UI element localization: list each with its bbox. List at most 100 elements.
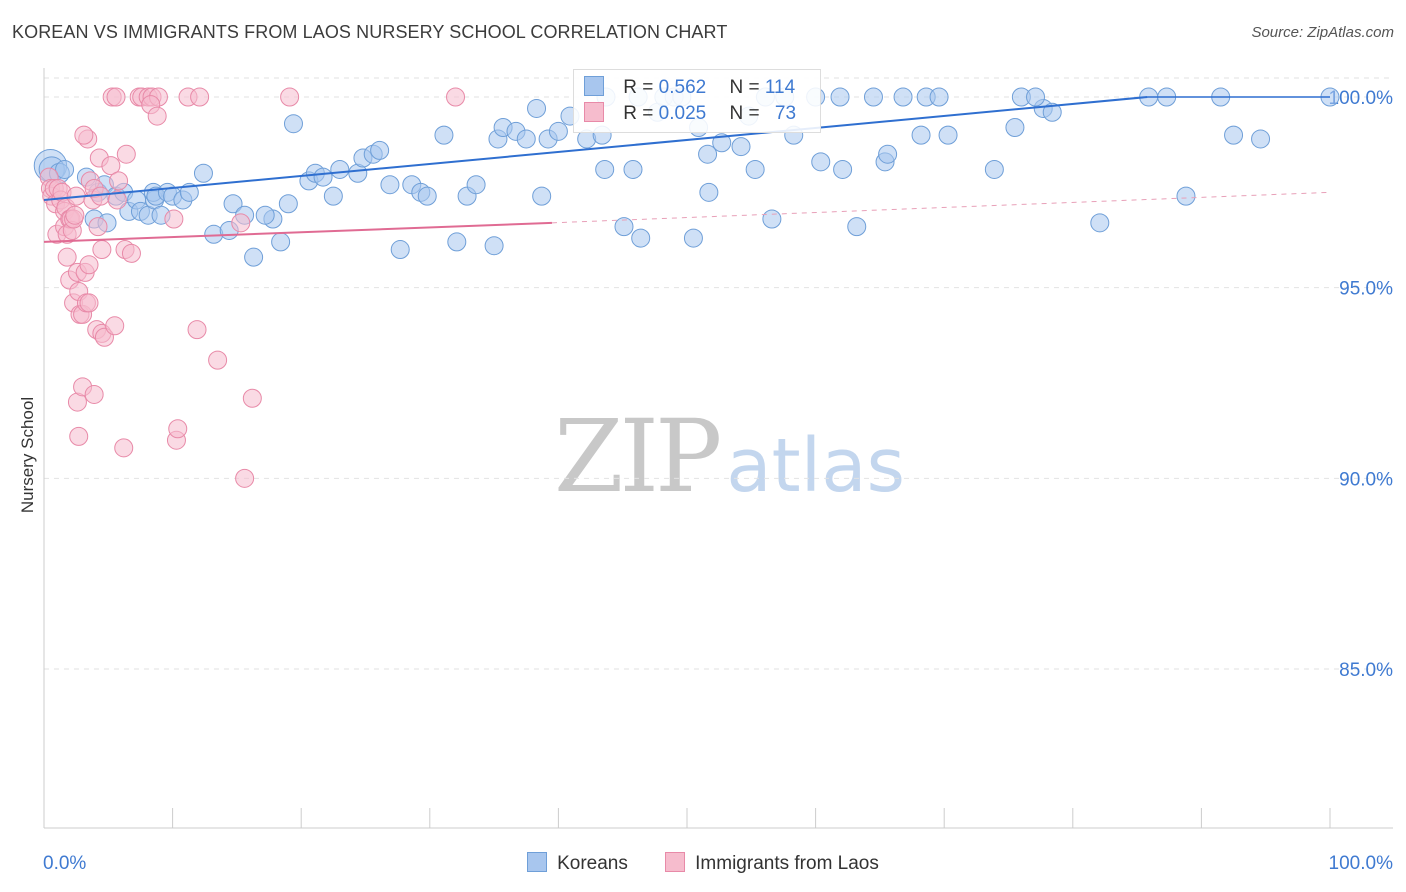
x-axis-max-label: 100.0% [1328, 853, 1393, 874]
korean-point [712, 133, 732, 153]
korean-point [278, 194, 298, 214]
korean-point [1042, 102, 1062, 122]
korean-point [244, 247, 264, 267]
y-tick-label: 90.0% [1339, 469, 1393, 490]
korean-point [878, 144, 898, 164]
korean-point [380, 175, 400, 195]
korean-point [984, 159, 1004, 179]
legend-label: Immigrants from Laos [695, 853, 879, 874]
legend: Koreans Immigrants from Laos [0, 852, 1406, 875]
stats-row-laos: R = 0.025 N = 73 [584, 102, 796, 128]
laos-trendline [43, 221, 553, 243]
laos-point [280, 87, 300, 107]
laos-point [114, 438, 134, 458]
n-value: 73 [774, 103, 797, 124]
korean-point [595, 159, 615, 179]
legend-swatch-koreans [527, 852, 548, 872]
laos-point [235, 468, 255, 488]
laos-point [84, 384, 104, 404]
korean-point [1005, 118, 1025, 138]
laos-point [57, 247, 77, 267]
laos-point [79, 293, 99, 313]
korean-point [699, 182, 719, 202]
laos-point [106, 87, 126, 107]
y-tick-label: 95.0% [1339, 279, 1393, 300]
laos-point [74, 125, 94, 145]
r-value: 0.025 [658, 103, 707, 124]
korean-point [830, 87, 850, 107]
laos-point [242, 388, 262, 408]
korean-point [833, 159, 853, 179]
korean-point [223, 194, 243, 214]
laos-point [92, 240, 112, 260]
korean-point [893, 87, 913, 107]
x-axis-min-label: 0.0% [43, 853, 87, 874]
laos-point [208, 350, 228, 370]
korean-point [623, 159, 643, 179]
korean-point [532, 186, 552, 206]
korean-point [929, 87, 949, 107]
legend-label: Koreans [557, 853, 628, 874]
stats-box: R = 0.562 N = 114 R = 0.025 N = 73 [573, 69, 821, 133]
korean-point [911, 125, 931, 145]
korean-point [330, 159, 350, 179]
korean-point [271, 232, 291, 252]
korean-point [698, 144, 718, 164]
n-label: N = [729, 103, 760, 124]
laos-point [164, 209, 184, 229]
laos-trendline-extension [551, 191, 1331, 224]
laos-point [109, 171, 129, 191]
korean-point [1026, 87, 1046, 107]
laos-point [231, 213, 251, 233]
korean-point [447, 232, 467, 252]
korean-point [313, 167, 333, 187]
korean-point [863, 87, 883, 107]
korean-point [370, 140, 390, 160]
laos-point [116, 144, 136, 164]
korean-point [683, 228, 703, 248]
korean-point [548, 121, 568, 141]
stats-swatch-laos [584, 102, 604, 122]
korean-point [255, 205, 275, 225]
laos-point [168, 419, 188, 439]
korean-point [527, 98, 547, 118]
korean-point [466, 175, 486, 195]
korean-point [938, 125, 958, 145]
laos-point [101, 156, 121, 176]
legend-item-laos[interactable]: Immigrants from Laos [665, 852, 879, 875]
korean-point [731, 137, 751, 157]
korean-point [745, 159, 765, 179]
korean-point [1176, 186, 1196, 206]
korean-point [179, 182, 199, 202]
laos-point [187, 320, 207, 340]
laos-point [88, 217, 108, 237]
korean-point [1224, 125, 1244, 145]
korean-point [55, 159, 75, 179]
laos-point [446, 87, 466, 107]
korean-point [1251, 129, 1271, 149]
laos-point [65, 205, 85, 225]
korean-point [323, 186, 343, 206]
korean-point [193, 163, 213, 183]
stats-swatch-koreans [584, 76, 604, 96]
stats-row-koreans: R = 0.562 N = 114 [584, 76, 795, 102]
legend-item-koreans[interactable]: Koreans [527, 852, 628, 875]
korean-point [631, 228, 651, 248]
korean-point [847, 217, 867, 237]
y-tick-label: 100.0% [1329, 88, 1394, 109]
source-label: Source: ZipAtlas.com [1251, 24, 1394, 41]
chart-title: KOREAN VS IMMIGRANTS FROM LAOS NURSERY S… [12, 22, 728, 42]
korean-point [811, 152, 831, 172]
r-label: R = [623, 103, 654, 124]
n-label: N = [729, 77, 760, 98]
korean-point [283, 114, 303, 134]
laos-point [121, 243, 141, 263]
korean-point [614, 217, 634, 237]
laos-point [69, 426, 89, 446]
korean-point [390, 240, 410, 260]
korean-point [417, 186, 437, 206]
laos-point [190, 87, 210, 107]
laos-point [79, 255, 99, 275]
r-label: R = [623, 77, 654, 98]
